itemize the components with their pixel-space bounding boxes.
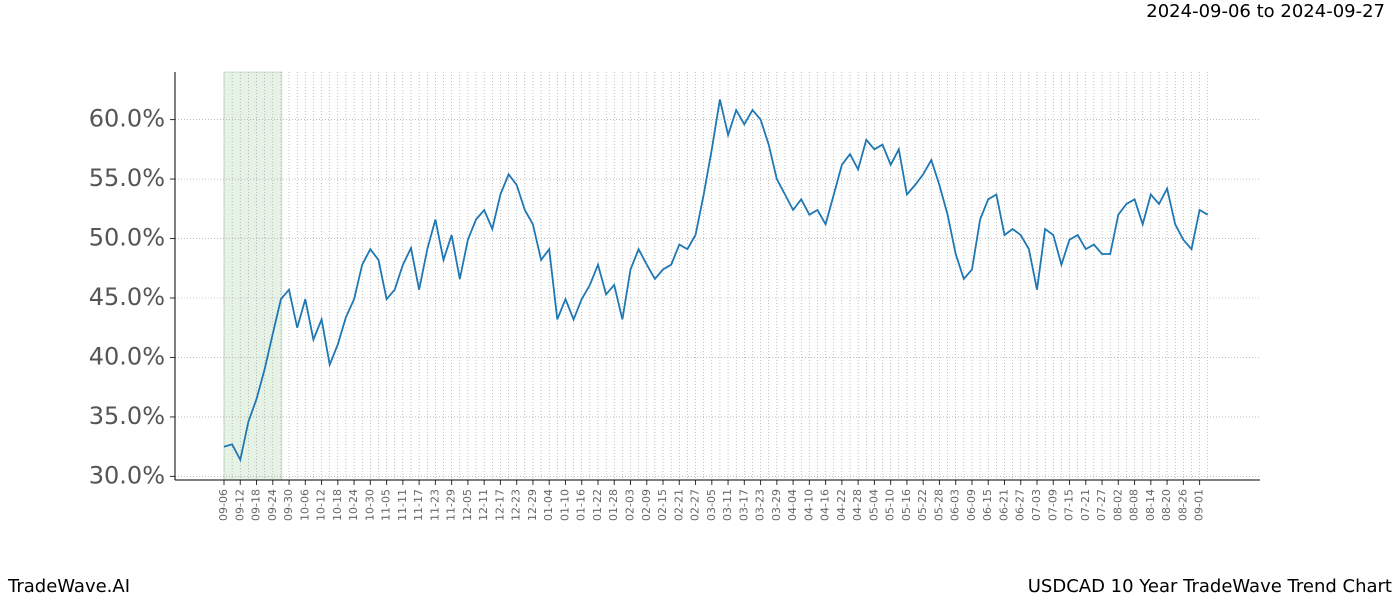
x-tick-label: 08-20 — [1160, 489, 1173, 521]
x-tick-label: 07-15 — [1063, 489, 1076, 521]
x-tick-label: 02-27 — [689, 489, 702, 521]
y-tick-label: 50.0% — [89, 224, 165, 252]
x-tick-label: 03-11 — [721, 489, 734, 521]
y-tick-label: 35.0% — [89, 402, 165, 430]
x-tick-label: 02-21 — [672, 489, 685, 521]
x-tick-label: 01-16 — [575, 489, 588, 521]
x-tick-label: 10-24 — [347, 489, 360, 521]
chart-title: USDCAD 10 Year TradeWave Trend Chart — [1028, 576, 1392, 597]
y-tick-label: 55.0% — [89, 164, 165, 192]
date-range: 2024-09-06 to 2024-09-27 — [1146, 1, 1385, 22]
x-tick-label: 11-29 — [445, 489, 458, 521]
x-tick-label: 01-22 — [591, 489, 604, 521]
x-tick-label: 03-17 — [737, 489, 750, 521]
x-tick-label: 09-30 — [282, 489, 295, 521]
x-tick-label: 12-05 — [461, 489, 474, 521]
x-tick-label: 02-03 — [624, 489, 637, 521]
data-line — [223, 99, 1209, 463]
brand: TradeWave.AI — [7, 576, 130, 597]
x-tick-label: 07-27 — [1095, 489, 1108, 521]
x-tick-label: 04-04 — [786, 489, 799, 521]
x-tick-label: 05-16 — [900, 489, 913, 521]
x-tick-label: 01-04 — [542, 489, 555, 521]
x-tick-label: 07-21 — [1079, 489, 1092, 521]
x-tick-label: 08-14 — [1144, 489, 1157, 521]
x-tick-label: 10-06 — [298, 489, 311, 521]
x-tick-label: 02-15 — [656, 489, 669, 521]
x-tick-label: 08-02 — [1111, 489, 1124, 521]
x-tick-label: 11-23 — [428, 489, 441, 521]
x-tick-label: 06-09 — [965, 489, 978, 521]
x-tick-label: 11-11 — [396, 489, 409, 521]
x-tick-label: 12-23 — [510, 489, 523, 521]
x-tick-label: 09-18 — [250, 489, 263, 521]
x-tick-label: 03-29 — [770, 489, 783, 521]
x-tick-label: 08-26 — [1176, 489, 1189, 521]
x-tick-label: 12-17 — [493, 489, 506, 521]
x-tick-label: 03-05 — [705, 489, 718, 521]
x-tick-label: 06-03 — [949, 489, 962, 521]
x-tick-label: 06-27 — [1014, 489, 1027, 521]
x-tick-label: 10-12 — [315, 489, 328, 521]
x-tick-label: 03-23 — [754, 489, 767, 521]
x-tick-label: 06-15 — [981, 489, 994, 521]
x-tick-label: 12-29 — [526, 489, 539, 521]
x-tick-label: 05-04 — [867, 489, 880, 521]
x-tick-label: 12-11 — [477, 489, 490, 521]
x-tick-label: 10-18 — [331, 489, 344, 521]
x-tick-label: 05-22 — [916, 489, 929, 521]
x-tick-label: 09-24 — [266, 489, 279, 521]
y-tick-label: 40.0% — [89, 342, 165, 370]
x-tick-label: 05-28 — [932, 489, 945, 521]
x-tick-label: 07-09 — [1046, 489, 1059, 521]
y-tick-label: 60.0% — [89, 105, 165, 133]
x-tick-label: 11-05 — [380, 489, 393, 521]
x-tick-label: 04-10 — [802, 489, 815, 521]
x-tick-label: 11-17 — [412, 489, 425, 521]
x-tick-label: 04-28 — [851, 489, 864, 521]
y-tick-label: 45.0% — [89, 283, 165, 311]
x-tick-label: 09-12 — [233, 489, 246, 521]
x-tick-label: 09-01 — [1193, 489, 1206, 521]
x-tick-label: 01-10 — [558, 489, 571, 521]
x-tick-label: 04-22 — [835, 489, 848, 521]
x-tick-label: 04-16 — [819, 489, 832, 521]
x-tick-label: 05-10 — [884, 489, 897, 521]
x-tick-label: 07-03 — [1030, 489, 1043, 521]
y-tick-label: 30.0% — [89, 461, 165, 489]
x-tick-label: 06-21 — [997, 489, 1010, 521]
x-tick-label: 02-09 — [640, 489, 653, 521]
x-tick-label: 09-06 — [217, 489, 230, 521]
x-tick-label: 01-28 — [607, 489, 620, 521]
highlight-band — [223, 71, 283, 481]
x-tick-label: 08-08 — [1128, 489, 1141, 521]
x-tick-label: 10-30 — [363, 489, 376, 521]
